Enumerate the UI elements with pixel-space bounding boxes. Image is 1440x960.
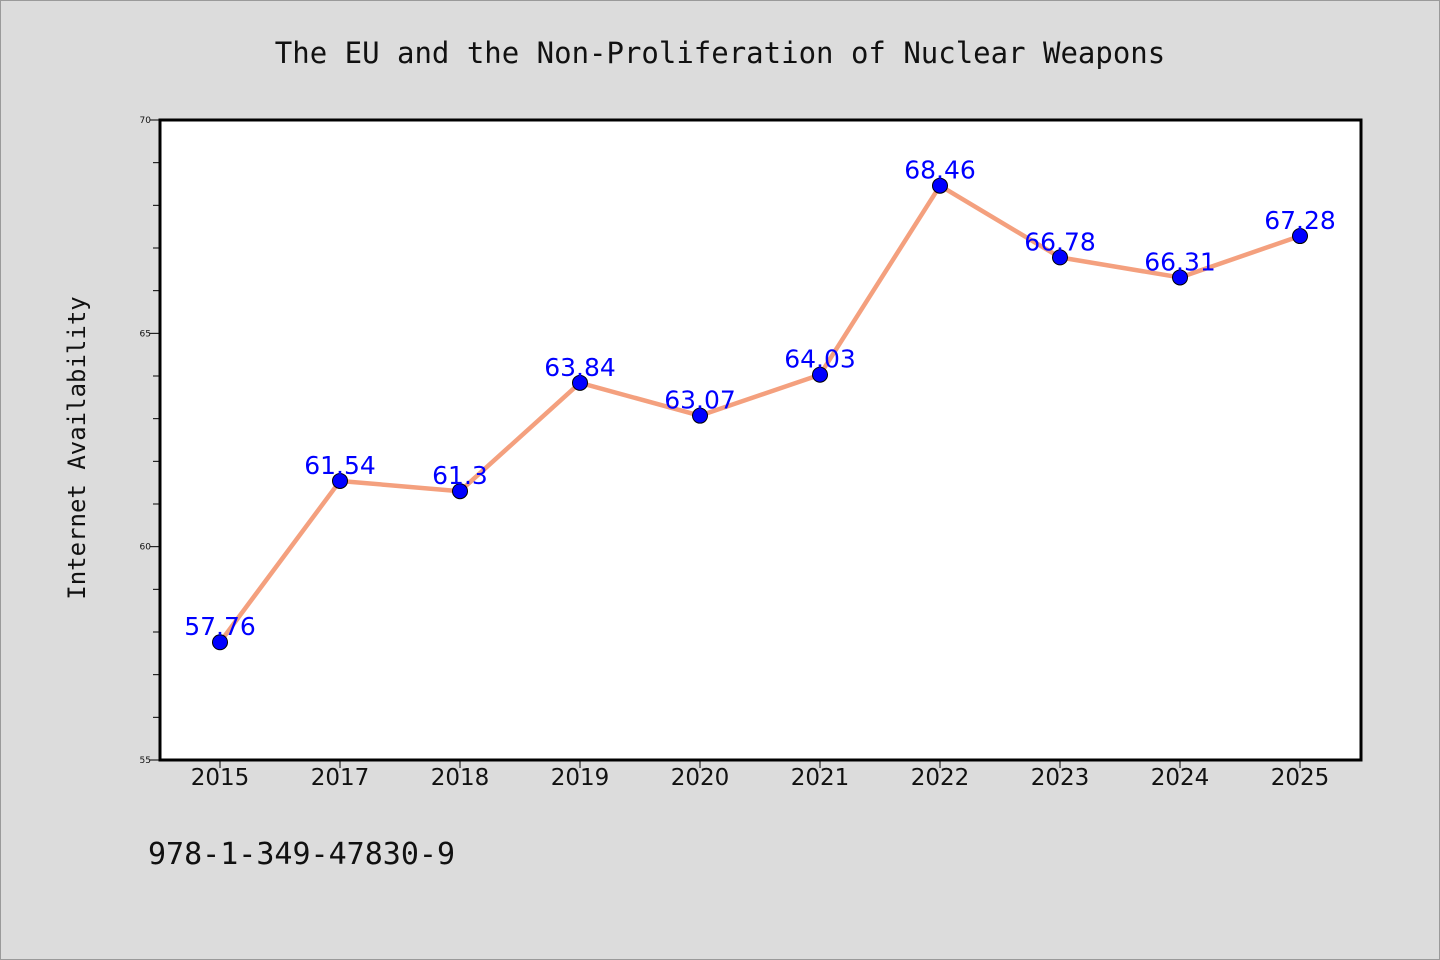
x-tick-label: 2024 — [1151, 765, 1210, 791]
data-label: 61.54 — [304, 451, 376, 480]
isbn-text: 978-1-349-47830-9 — [148, 837, 455, 872]
data-point — [812, 366, 828, 383]
x-axis: 2015 2017 2018 2019 2020 2021 2022 2023 2024 2025 — [191, 760, 1330, 791]
data-labels: 57.76 61.54 61.3 63.84 63.07 64.03 68.46 66.78 6… — [184, 156, 1336, 642]
data-point — [932, 177, 948, 194]
data-label: 66.31 — [1144, 247, 1216, 276]
x-tick-label: 2018 — [431, 765, 490, 791]
data-point — [1172, 269, 1188, 286]
data-label: 57.76 — [184, 612, 256, 641]
plot-area — [158, 118, 1363, 762]
x-tick-label: 2023 — [1031, 765, 1090, 791]
series-path — [218, 183, 1301, 644]
x-tick-label: 2021 — [791, 765, 850, 791]
x-tick-label: 2025 — [1271, 765, 1330, 791]
y-tick-label: 55 — [140, 756, 151, 766]
y-axis: 55 60 65 70 — [140, 116, 160, 766]
data-point — [1292, 228, 1308, 245]
data-label: 68.46 — [904, 156, 976, 185]
y-tick-label: 65 — [140, 329, 151, 339]
y-axis-label: Internet Availability — [63, 296, 91, 599]
x-tick-label: 2020 — [671, 765, 730, 791]
x-tick-label: 2022 — [911, 765, 970, 791]
data-point — [572, 374, 588, 391]
data-label: 63.07 — [664, 386, 736, 415]
data-point — [692, 407, 708, 424]
data-point — [452, 483, 468, 500]
x-tick-label: 2017 — [311, 765, 370, 791]
series-line — [212, 177, 1308, 651]
data-point — [1052, 249, 1068, 266]
data-label: 64.03 — [784, 345, 856, 374]
data-label: 67.28 — [1264, 206, 1336, 235]
data-point — [332, 472, 348, 489]
data-label: 61.3 — [432, 461, 488, 490]
data-point — [212, 634, 228, 651]
chart-title: The EU and the Non-Proliferation of Nucl… — [275, 36, 1165, 70]
y-tick-label: 60 — [140, 543, 152, 553]
data-label: 63.84 — [544, 353, 616, 382]
x-tick-label: 2015 — [191, 765, 250, 791]
data-label: 66.78 — [1024, 227, 1096, 256]
y-tick-label: 70 — [140, 116, 152, 126]
x-tick-label: 2019 — [551, 765, 610, 791]
